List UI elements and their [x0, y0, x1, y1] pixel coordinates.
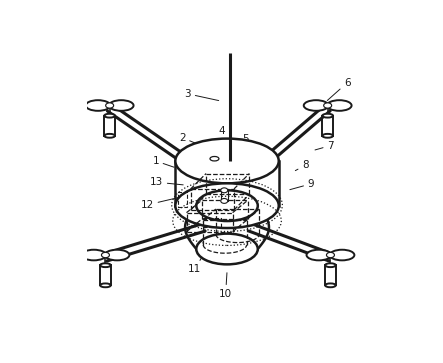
Ellipse shape — [324, 103, 332, 108]
Ellipse shape — [175, 139, 279, 183]
Bar — [203, 218, 222, 227]
Ellipse shape — [323, 134, 333, 138]
Ellipse shape — [82, 250, 106, 260]
Text: 4: 4 — [218, 126, 225, 139]
Text: 1: 1 — [152, 156, 174, 167]
Text: 9: 9 — [290, 179, 314, 189]
Ellipse shape — [221, 188, 228, 193]
Ellipse shape — [106, 103, 113, 108]
Ellipse shape — [85, 100, 110, 111]
Ellipse shape — [109, 100, 134, 111]
Text: 8: 8 — [295, 160, 309, 171]
Ellipse shape — [330, 250, 354, 260]
Bar — [178, 192, 187, 207]
Text: 10: 10 — [219, 273, 232, 299]
Text: 13: 13 — [150, 177, 183, 187]
Ellipse shape — [304, 100, 328, 111]
Ellipse shape — [101, 252, 109, 258]
Ellipse shape — [196, 234, 258, 264]
Ellipse shape — [325, 263, 336, 267]
Text: 7: 7 — [315, 140, 334, 151]
Ellipse shape — [105, 114, 115, 118]
Ellipse shape — [325, 284, 336, 287]
Text: 2: 2 — [179, 133, 203, 146]
Ellipse shape — [100, 263, 111, 267]
Text: 12: 12 — [141, 197, 178, 210]
Ellipse shape — [307, 250, 331, 260]
Ellipse shape — [175, 183, 279, 228]
Ellipse shape — [326, 252, 334, 258]
Ellipse shape — [221, 199, 228, 203]
Text: 6: 6 — [327, 78, 350, 101]
Ellipse shape — [196, 190, 258, 221]
Text: 5: 5 — [241, 134, 249, 145]
Text: 11: 11 — [188, 256, 202, 274]
Ellipse shape — [105, 134, 115, 138]
Ellipse shape — [327, 100, 352, 111]
Ellipse shape — [210, 156, 219, 161]
Text: 3: 3 — [185, 89, 219, 101]
Ellipse shape — [100, 284, 111, 287]
Ellipse shape — [105, 250, 129, 260]
Ellipse shape — [323, 114, 333, 118]
